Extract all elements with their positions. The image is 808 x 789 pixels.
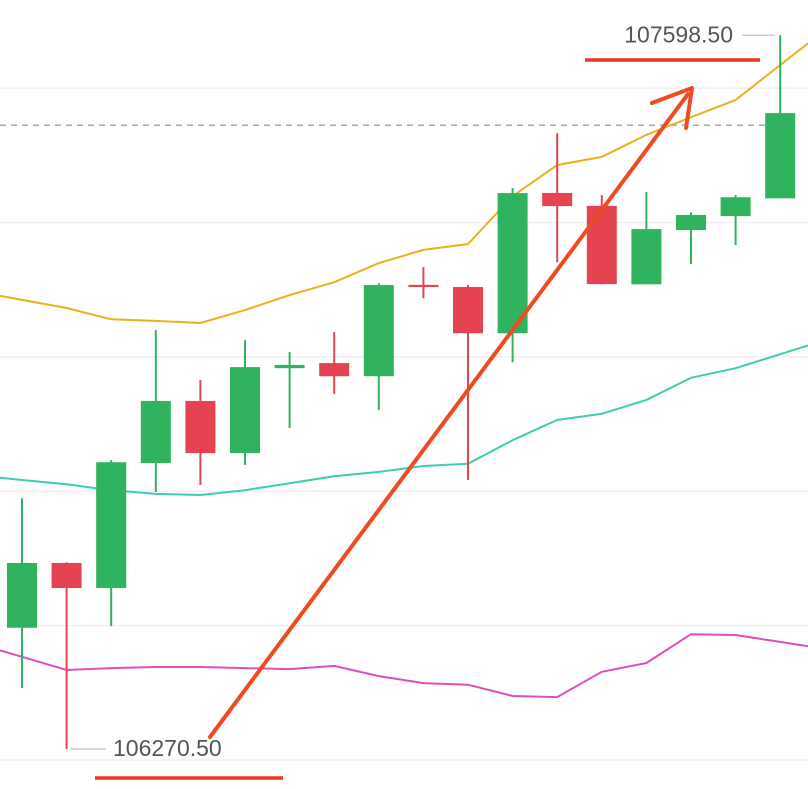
candle-body	[497, 193, 528, 334]
candle-body	[542, 192, 573, 207]
indicator-line	[0, 42, 808, 325]
candle-body	[319, 363, 350, 377]
candle-body	[185, 400, 216, 454]
candles	[7, 35, 796, 749]
arrow-head	[650, 86, 694, 130]
candle-body	[765, 113, 796, 199]
candle-body	[720, 197, 751, 217]
candle-body	[7, 562, 37, 628]
candle-body	[408, 284, 439, 288]
candle-body	[230, 367, 260, 454]
candle-body	[140, 400, 171, 464]
indicator-lines	[0, 42, 808, 699]
candle-body	[96, 462, 127, 588]
trend-arrow	[208, 92, 690, 739]
candle-body	[453, 287, 483, 334]
price-labels: 107598.50 106270.50	[70, 21, 775, 780]
indicator-line	[0, 633, 808, 699]
candle-body	[51, 562, 82, 588]
candle-body	[631, 229, 662, 285]
candle-body	[274, 364, 305, 369]
candle-body	[363, 285, 394, 377]
candle-body	[676, 214, 706, 231]
grid	[0, 87, 808, 761]
high-label: 107598.50	[624, 21, 733, 47]
low-label: 106270.50	[113, 735, 222, 761]
candle-body	[586, 205, 617, 285]
